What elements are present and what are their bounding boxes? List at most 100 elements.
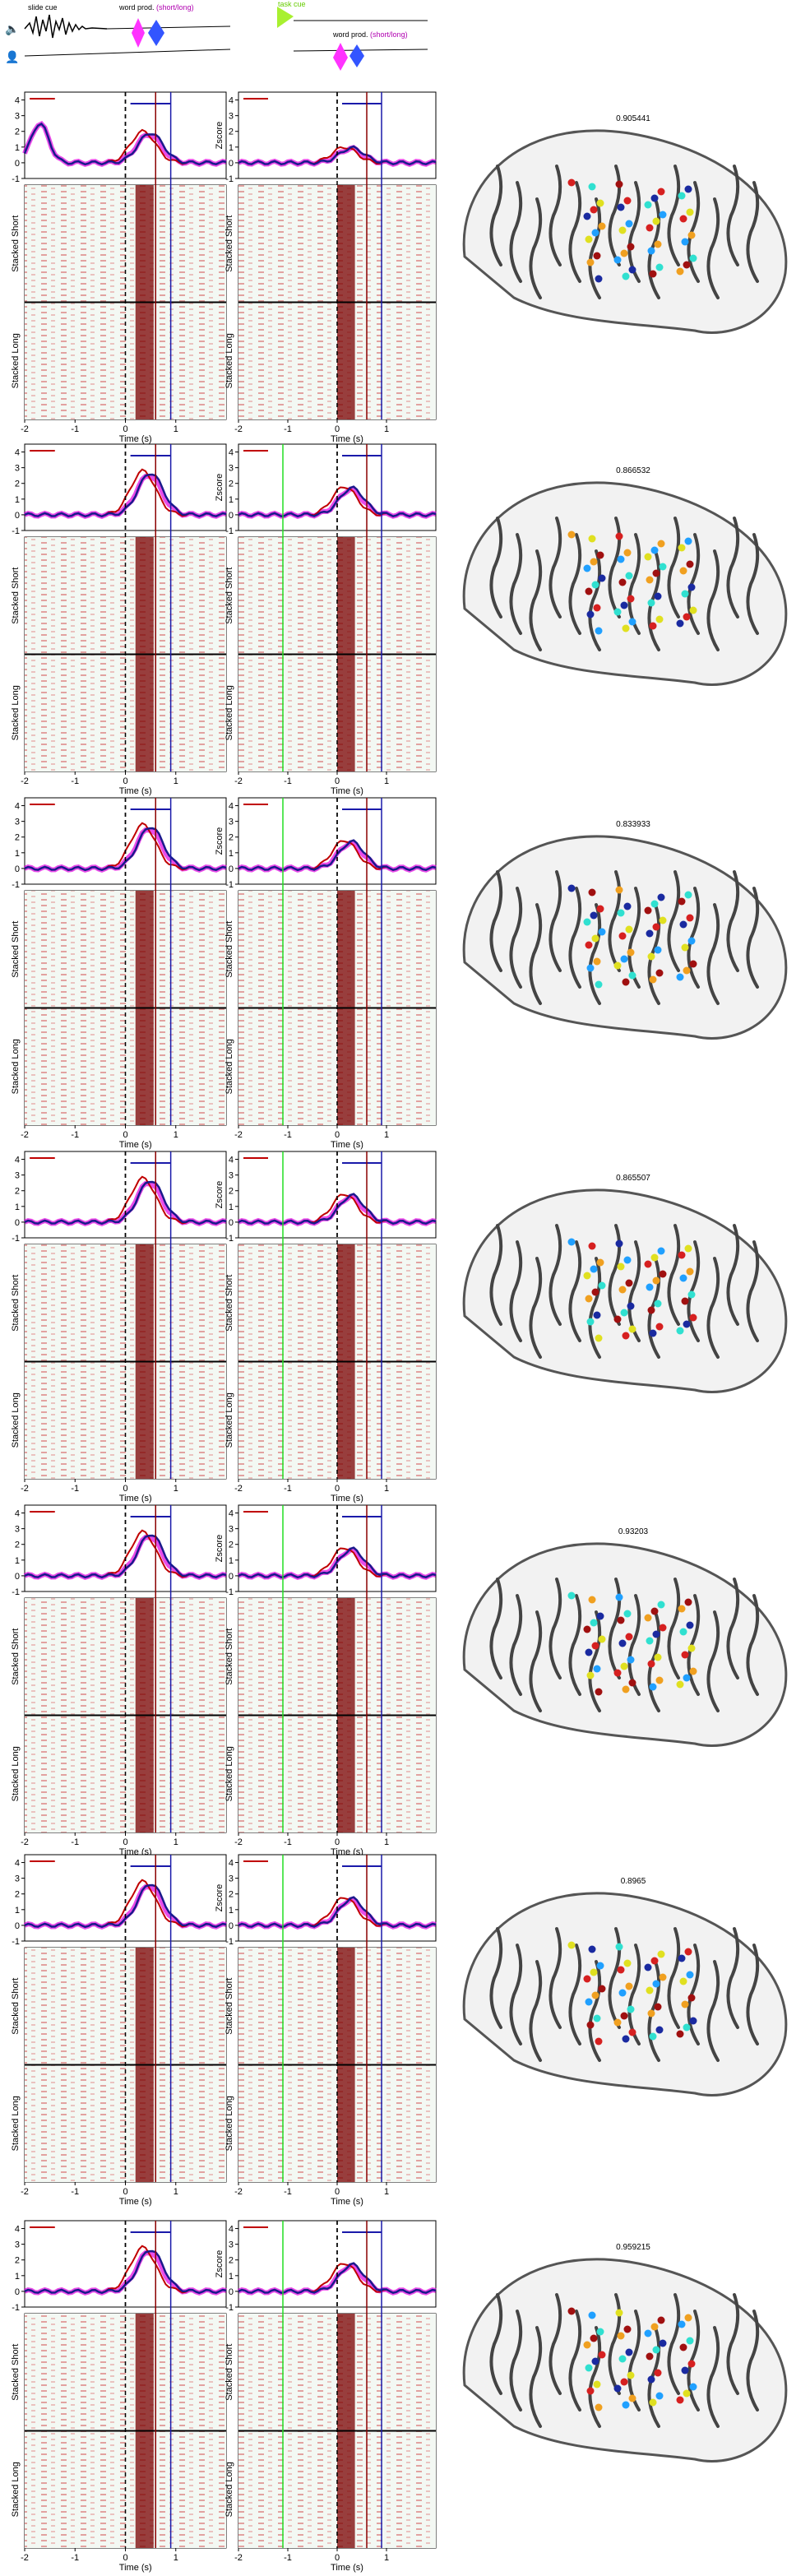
task-cue-marker: [277, 7, 294, 28]
figure-row-6: 4 3 2 1 0 -1 Stacked Short Stacked Long -2 -1 0 1 Ti…: [11, 1854, 788, 2207]
electrode-dot: [644, 201, 652, 209]
brain-sulcus: [726, 164, 740, 266]
x-tick-label: -1: [71, 2553, 79, 2563]
brain-sulcus: [529, 903, 543, 1005]
electrode-dot: [596, 905, 604, 913]
brain-rendering: [462, 1542, 788, 1747]
brain-sulcus: [509, 1944, 523, 2046]
electrode-dot: [617, 1263, 625, 1271]
electrode-dot: [613, 2018, 622, 2027]
long-trace: [238, 1896, 437, 1929]
electrode-dot: [649, 622, 657, 630]
electrode-dot: [679, 920, 687, 929]
brain-rendering: [462, 2258, 788, 2462]
electrode-dot: [586, 1318, 595, 1326]
correlation-score: 0.959215: [616, 2243, 650, 2252]
electrode-dot: [644, 906, 652, 915]
brain-sulcus: [588, 903, 602, 1005]
electrode-dot: [591, 1288, 599, 1296]
stacked-short-label: Stacked Short: [11, 568, 21, 624]
correlation-score: 0.866532: [616, 466, 650, 475]
electrode-dot: [620, 2378, 628, 2386]
brain-sulcus: [746, 1944, 760, 2046]
electrode-dot: [684, 2314, 692, 2322]
brain-sulcus: [489, 164, 503, 266]
stacked-short-label: Stacked Short: [224, 1629, 234, 1685]
brain-sulcus: [667, 164, 681, 266]
stacked-long-label: Stacked Long: [224, 1392, 234, 1448]
electrode-dot: [684, 537, 692, 545]
electrode-dot: [623, 1959, 632, 1967]
electrode-dot: [591, 2357, 599, 2365]
electrode-dot: [679, 215, 687, 223]
y-tick-label: 2: [15, 127, 20, 137]
electrode-dot: [679, 1977, 687, 1985]
electrode-dot: [678, 192, 686, 200]
stacked-short-label: Stacked Short: [11, 2344, 21, 2401]
brain-sulcus: [548, 1578, 562, 1679]
electrode-dot: [615, 1943, 623, 1951]
electrode-dot: [617, 909, 625, 917]
y-tick-label: 4: [229, 96, 234, 106]
electrode-dot: [615, 180, 623, 188]
panel-2-left: 4 3 2 1 0 -1 Stacked Short Stacked Long -2 -1 0 1 Ti…: [11, 443, 227, 796]
long-trace: [238, 1546, 437, 1579]
electrode-dot: [627, 243, 635, 251]
zscore-axis-label: Zscore: [215, 827, 224, 855]
x-tick-label: -1: [284, 2187, 292, 2197]
y-tick-label: 0: [15, 2287, 20, 2297]
word-prod-label: word prod. (short/long): [118, 3, 194, 12]
x-tick-label: 0: [123, 1130, 127, 1140]
y-tick-label: 0: [15, 159, 20, 169]
y-tick-label: -1: [225, 880, 234, 890]
electrode-dot: [567, 1591, 576, 1600]
stacked-long-label: Stacked Long: [11, 2462, 21, 2517]
electrode-dot: [650, 900, 659, 908]
stacked-short-label: Stacked Short: [11, 1275, 21, 1332]
electrode-dot: [596, 1612, 604, 1620]
stacked-short-label: Stacked Short: [11, 215, 21, 272]
electrode-dot: [681, 2366, 689, 2374]
stacked-short-label: Stacked Short: [11, 1978, 21, 2035]
electrode-dot: [620, 1662, 628, 1670]
electrode-dot: [591, 1991, 599, 1999]
blue-blob-right: [349, 44, 364, 67]
y-tick-label: 4: [229, 1156, 234, 1165]
brain-sulcus: [746, 181, 760, 283]
y-tick-label: 1: [229, 2272, 234, 2282]
electrode-dot: [625, 2348, 633, 2356]
x-tick-label: 1: [384, 1837, 389, 1847]
electrode-dot: [683, 2023, 691, 2032]
electrode-dot: [654, 946, 662, 954]
panel-1-left: 4 3 2 1 0 -1 Stacked Short Stacked Long -2 -1 0 1 Ti…: [11, 91, 227, 444]
long-trace: [24, 827, 227, 872]
brain-sulcus: [667, 1224, 681, 1326]
brain-sulcus: [529, 549, 543, 651]
correlation-score: 0.8965: [621, 1877, 646, 1886]
electrode-dot: [681, 1297, 689, 1305]
brain-sulcus: [667, 2293, 681, 2395]
electrode-dot: [593, 1665, 601, 1673]
x-tick-label: -2: [21, 776, 29, 786]
electrode-dot: [683, 261, 691, 269]
brain-sulcus: [726, 517, 740, 619]
electrode-dot: [627, 595, 635, 603]
x-tick-label: 1: [174, 1130, 178, 1140]
electrode-dot: [620, 955, 628, 963]
electrode-dot: [646, 576, 654, 584]
electrode-dot: [618, 932, 627, 940]
electrode-dot: [686, 1621, 694, 1629]
y-tick-label: 3: [229, 818, 234, 827]
electrode-dot: [595, 1334, 603, 1342]
stacked-long-label: Stacked Long: [224, 2462, 234, 2517]
y-tick-label: 0: [229, 1921, 234, 1931]
x-tick-label: 0: [123, 2187, 127, 2197]
electrode-dot: [644, 1614, 652, 1622]
brain-sulcus: [509, 887, 523, 989]
electrode-dot: [652, 1980, 660, 1988]
y-tick-label: -1: [225, 174, 234, 184]
electrode-dot: [657, 1950, 665, 1958]
brain-sulcus: [548, 1927, 562, 2029]
stacked-short-label: Stacked Short: [224, 1978, 234, 2035]
